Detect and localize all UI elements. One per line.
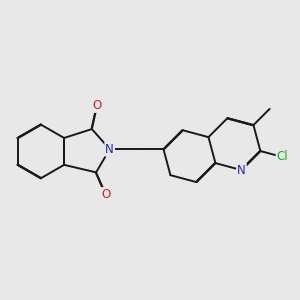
Text: N: N bbox=[105, 143, 114, 156]
Text: O: O bbox=[101, 188, 110, 201]
Text: Cl: Cl bbox=[277, 151, 288, 164]
Text: O: O bbox=[92, 99, 102, 112]
Text: N: N bbox=[237, 164, 246, 177]
